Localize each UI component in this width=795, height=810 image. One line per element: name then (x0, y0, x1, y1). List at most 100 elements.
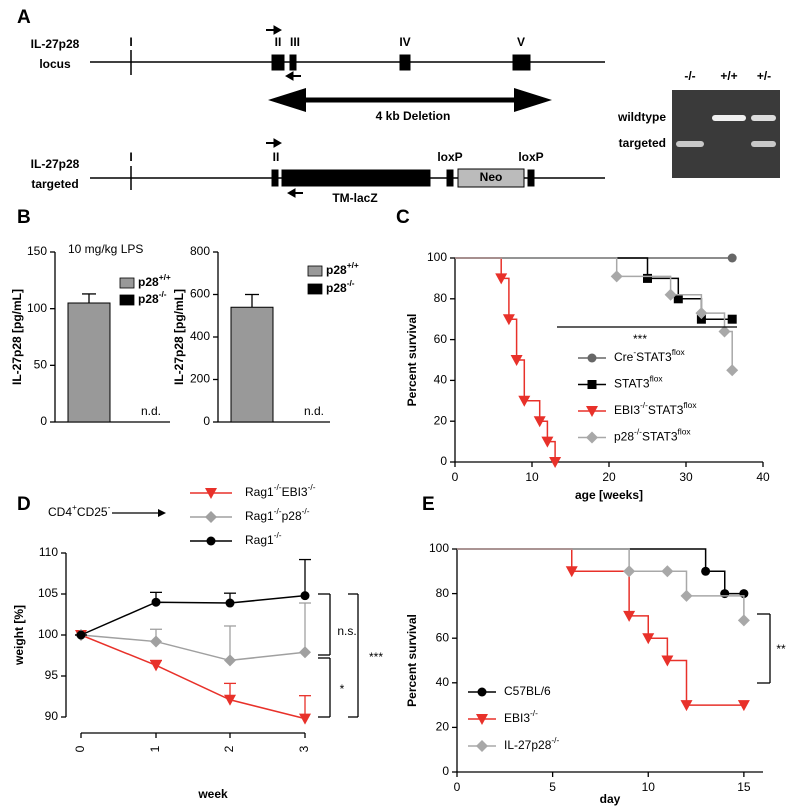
marker (150, 660, 162, 672)
y-tick-label: 40 (434, 373, 448, 387)
marker (673, 294, 683, 304)
legend-label: Rag1-/-p28-/- (245, 506, 310, 523)
y-axis-label: IL-27p28 [pg/mL] (172, 289, 186, 385)
y-tick-label: 100 (38, 627, 58, 641)
marker (720, 589, 730, 599)
deletion-arrow (514, 88, 552, 112)
marker (718, 325, 731, 338)
y-tick-label: 800 (190, 244, 210, 258)
superscript: -/- (634, 427, 642, 437)
legend-label: EBI3-/-STAT3flox (614, 400, 697, 417)
legend-marker (586, 406, 598, 417)
superscript: +/+ (159, 272, 171, 282)
marker (502, 314, 515, 326)
marker (727, 314, 737, 324)
y-tick-label: 110 (39, 545, 58, 559)
marker (695, 307, 708, 320)
legend-label: p28-/- (138, 289, 167, 306)
setup-arrow (158, 509, 166, 517)
annotation: *** (633, 332, 647, 346)
legend-swatch (307, 283, 323, 295)
marker (642, 633, 655, 645)
y-tick-label: 600 (190, 287, 210, 301)
marker (680, 589, 693, 602)
marker (737, 614, 750, 627)
panel-label: B (17, 207, 31, 228)
legend-label: Rag1-/-EBI3-/- (245, 482, 316, 499)
marker (299, 713, 311, 725)
y-tick-label: 20 (434, 413, 448, 427)
value-label: n.d. (304, 404, 324, 418)
locus-diagram: IL-27p28 locus I II III IV V 4 kb Deleti… (31, 25, 605, 205)
annotation: 10 mg/kg LPS (68, 242, 143, 256)
row-label: IL-27p28 (31, 37, 80, 51)
y-tick-label: 95 (45, 668, 59, 682)
x-tick-label: 10 (642, 780, 656, 794)
survival-line (457, 548, 744, 706)
superscript: flox (672, 347, 686, 357)
annotation: n.s. (337, 624, 356, 638)
x-tick-label: 20 (602, 470, 616, 484)
y-tick-label: 0 (40, 414, 47, 428)
y-tick-label: 60 (436, 630, 450, 644)
y-tick-label: 100 (427, 250, 447, 264)
x-tick-label: 0 (452, 470, 459, 484)
band-label: targeted (619, 136, 666, 150)
y-tick-label: 100 (27, 301, 47, 315)
legend-marker (586, 431, 598, 444)
data-line (80, 634, 306, 662)
legend-swatch (119, 277, 135, 289)
legend-label: p28-/-STAT3flox (614, 427, 691, 444)
x-tick-label: 40 (756, 470, 770, 484)
marker (565, 566, 578, 578)
text-part: STAT3 (642, 430, 678, 444)
y-axis-label: Percent survival (405, 314, 419, 407)
marker (300, 591, 310, 601)
y-tick-label: 100 (429, 541, 449, 555)
y-axis-label: weight [%] (12, 605, 26, 666)
loxp-site (446, 169, 454, 187)
legend-swatch (307, 265, 323, 277)
superscript: -/- (274, 530, 282, 540)
legend-label: EBI3-/- (504, 708, 538, 725)
loxp-label: loxP (437, 150, 462, 164)
legend-label: p28-/- (326, 278, 355, 295)
superscript: -/- (302, 506, 310, 516)
superscript: flox (650, 374, 664, 384)
annotation: ** (776, 642, 786, 656)
bar (67, 302, 111, 423)
gel-band (676, 141, 704, 147)
exon-label: V (517, 35, 525, 49)
marker (549, 457, 562, 468)
gel: -/- +/+ +/- wildtype targeted (617, 69, 780, 178)
band-label: wildtype (617, 110, 666, 124)
legend-marker (477, 687, 487, 697)
text-part: EBI3 (614, 403, 640, 417)
lane-label: +/- (757, 69, 771, 83)
loxp-site (527, 169, 535, 187)
y-tick-label: 20 (436, 720, 450, 734)
exon (271, 54, 285, 71)
panel-label: A (17, 7, 31, 28)
text-part: p28 (326, 263, 347, 277)
y-tick-label: 90 (45, 709, 59, 723)
deletion-label: 4 kb Deletion (376, 109, 451, 123)
y-tick-label: 0 (442, 764, 449, 778)
survival-line (455, 257, 556, 462)
marker (643, 273, 652, 283)
text-part: C57BL/6 (504, 684, 551, 698)
marker (664, 288, 677, 301)
data-line (80, 634, 306, 720)
x-tick-label: 2 (222, 745, 236, 752)
marker (510, 355, 523, 366)
legend-label: p28+/+ (138, 272, 171, 289)
marker (518, 395, 531, 407)
legend-marker (476, 740, 488, 752)
lane-label: +/+ (720, 69, 737, 83)
exon (289, 54, 297, 71)
text-part: p28 (614, 430, 634, 444)
x-tick-label: 15 (737, 780, 751, 794)
legend-label: p28+/+ (326, 260, 359, 277)
superscript: - (108, 502, 111, 512)
legend-label: IL-27p28-/- (504, 735, 559, 752)
